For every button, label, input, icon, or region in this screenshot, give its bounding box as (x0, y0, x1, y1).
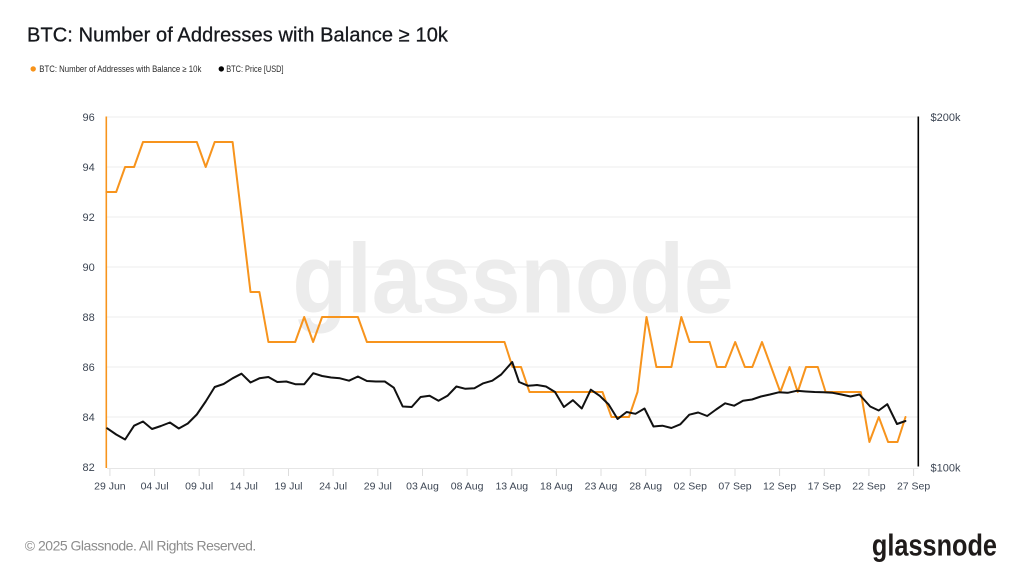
svg-text:90: 90 (83, 262, 95, 274)
svg-text:86: 86 (83, 362, 95, 374)
svg-text:29 Jun: 29 Jun (94, 481, 126, 493)
svg-text:23 Aug: 23 Aug (585, 481, 618, 493)
svg-text:BTC: Number of Addresses with: BTC: Number of Addresses with Balance ≥ … (27, 25, 449, 47)
svg-text:18 Aug: 18 Aug (540, 481, 573, 493)
svg-text:84: 84 (83, 412, 95, 424)
svg-text:96: 96 (83, 112, 95, 124)
svg-text:19 Jul: 19 Jul (274, 481, 302, 493)
svg-text:22 Sep: 22 Sep (852, 481, 885, 493)
svg-text:88: 88 (83, 312, 95, 324)
svg-text:$200k: $200k (931, 112, 961, 124)
svg-text:17 Sep: 17 Sep (808, 481, 841, 493)
svg-text:glassnode: glassnode (292, 223, 733, 333)
svg-text:12 Sep: 12 Sep (763, 481, 796, 493)
svg-text:08 Aug: 08 Aug (451, 481, 484, 493)
svg-text:29 Jul: 29 Jul (364, 481, 392, 493)
svg-text:14 Jul: 14 Jul (230, 481, 258, 493)
svg-text:03 Aug: 03 Aug (406, 481, 439, 493)
svg-text:27 Sep: 27 Sep (897, 481, 930, 493)
svg-text:© 2025 Glassnode. All Rights R: © 2025 Glassnode. All Rights Reserved. (25, 538, 256, 554)
svg-text:BTC: Number of Addresses with: BTC: Number of Addresses with Balance ≥ … (39, 64, 202, 75)
svg-text:07 Sep: 07 Sep (718, 481, 751, 493)
svg-text:BTC: Price [USD]: BTC: Price [USD] (226, 65, 283, 75)
svg-text:glassnode: glassnode (872, 527, 997, 562)
svg-text:02 Sep: 02 Sep (674, 481, 707, 493)
svg-text:82: 82 (83, 462, 95, 474)
svg-text:28 Aug: 28 Aug (629, 481, 662, 493)
svg-text:$100k: $100k (931, 463, 961, 475)
svg-text:92: 92 (83, 212, 95, 224)
svg-text:04 Jul: 04 Jul (141, 481, 169, 493)
svg-text:24 Jul: 24 Jul (319, 481, 347, 493)
svg-text:09 Jul: 09 Jul (185, 481, 213, 493)
svg-text:13 Aug: 13 Aug (495, 481, 528, 493)
svg-text:94: 94 (83, 162, 95, 174)
